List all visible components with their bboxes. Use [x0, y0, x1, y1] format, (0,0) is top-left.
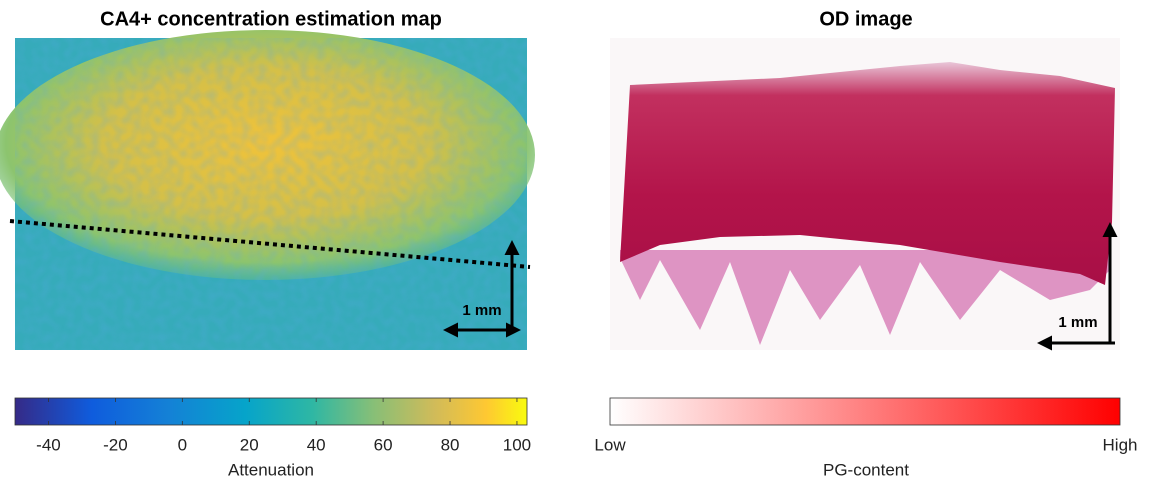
tick-label: -20 — [103, 435, 128, 454]
colorbar — [610, 398, 1120, 425]
colorbar-low-label: Low — [594, 435, 626, 454]
tick-label: -40 — [36, 435, 61, 454]
tick-label: 20 — [240, 435, 259, 454]
colorbar-label: PG-content — [823, 460, 909, 479]
od-image — [610, 38, 1120, 350]
colorbar-high-label: High — [1103, 435, 1138, 454]
tick-label: 60 — [374, 435, 393, 454]
figure: CA4+ concentration estimation map 1 mm -… — [0, 0, 1154, 483]
tick-label: 0 — [178, 435, 187, 454]
panel-title: CA4+ concentration estimation map — [100, 8, 442, 30]
scale-bar-label: 1 mm — [1058, 314, 1097, 331]
colorbar-label: Attenuation — [228, 460, 314, 479]
scale-bar-label: 1 mm — [462, 302, 501, 319]
tick-label: 100 — [503, 435, 531, 454]
colorbar — [15, 398, 527, 425]
tick-label: 40 — [307, 435, 326, 454]
heatmap — [0, 30, 535, 350]
tick-label: 80 — [441, 435, 460, 454]
panel-title: OD image — [819, 8, 912, 30]
